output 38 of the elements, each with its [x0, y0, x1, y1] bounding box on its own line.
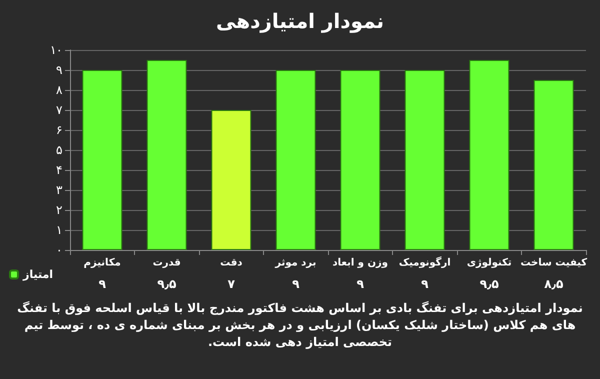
bar [211, 110, 252, 250]
x-tick-label: مکانیزم [84, 258, 121, 268]
y-tick-label: ۳ [56, 183, 63, 197]
y-tick-label: ۱۰ [50, 43, 62, 57]
data-label: ۹ [98, 277, 107, 291]
y-tick-label: ۸ [56, 83, 63, 97]
bar [146, 60, 187, 250]
data-label: ۹ [356, 277, 365, 291]
bar [82, 70, 122, 250]
data-label: ۹٫۵ [480, 277, 499, 291]
data-label: ۹٫۵ [157, 277, 176, 291]
bar [340, 70, 380, 250]
text: نمودار امتیازدهی برای تفنگ بادی بر اساس هشت فاکتور مندرج بالا با قیاس اسلحه فوق با تفنگ های هم کلاس (ساختار شلیک یکسان) ارزیابی و در هر بخش بر مبنای شماره ی ده ، توسط تیم تخصصی امتیاز دهی شده است. [16, 300, 584, 351]
y-tick-label: ۴ [56, 163, 62, 177]
y-tick-label: ۰ [56, 243, 62, 257]
data-label: ۹ [421, 277, 430, 291]
y-tick-label: ۲ [56, 203, 62, 217]
x-tick-label: برد موثر [274, 258, 316, 268]
y-tick-label: ۵ [56, 143, 62, 157]
x-tick-label: وزن و ابعاد [332, 258, 388, 268]
y-tick-label: ۱ [56, 223, 62, 237]
x-tick-label: ارگونومیک [398, 256, 451, 268]
y-tick-label: ۹ [56, 63, 62, 77]
data-label: ۹ [292, 277, 300, 291]
data-label: ۷ [228, 277, 236, 291]
bar [276, 70, 316, 250]
chart-title: نمودار امتیازدهی [216, 9, 384, 33]
y-tick-label: ۷ [56, 103, 63, 117]
bar [469, 60, 510, 250]
y-tick-label: ۶ [56, 123, 62, 137]
data-label: ۸٫۵ [544, 277, 564, 291]
x-tick-label: تکنولوژی [466, 258, 512, 268]
legend-label: امتیاز [22, 268, 54, 281]
x-tick-label: کیفیت ساخت [520, 258, 588, 268]
x-tick-label: دقت [220, 258, 242, 268]
bar [404, 70, 445, 250]
bar [534, 80, 574, 250]
x-tick-label: قدرت [152, 258, 181, 268]
